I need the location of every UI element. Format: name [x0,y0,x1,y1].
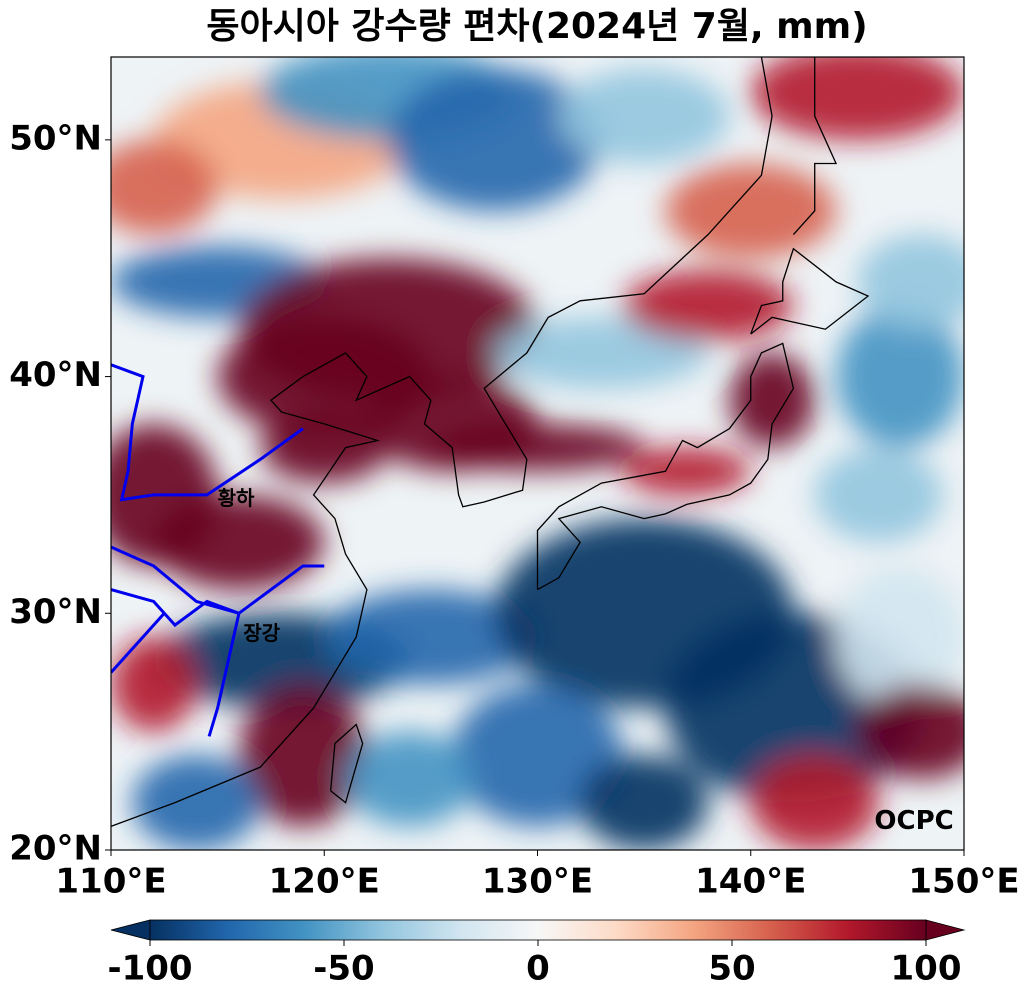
field-blob [665,163,837,259]
field-blob [132,755,261,850]
watermark: OCPC [874,806,953,836]
colorbar-tick-label: -100 [107,949,192,989]
x-tick-label: 130°E [482,862,593,902]
field-blob [814,447,943,543]
x-tick-label: 150°E [908,862,1019,902]
colorbar-tick-label: 0 [526,949,550,989]
field-blob [153,494,325,590]
field-blob [260,412,389,484]
field-blob [111,636,197,732]
x-tick-label: 140°E [695,862,806,902]
field-blob [324,589,538,685]
map-title: 동아시아 강수량 편차(2024년 7월, mm) [206,6,867,47]
field-blob [238,684,367,827]
field-blob [388,68,602,211]
field-blob [750,57,964,140]
field-blob [836,565,964,708]
coastline [536,342,795,591]
field-blob [345,731,474,827]
river-label: 황하 [218,486,255,510]
colorbar-extend-low [110,919,151,941]
x-tick-label: 110°E [55,862,166,902]
y-tick-label: 40°N [9,355,102,395]
y-tick-label: 20°N [9,829,102,869]
field-blob [729,352,815,448]
field-blob [494,317,709,389]
colorbar-tick-label: 100 [891,949,962,989]
river [111,612,166,674]
field-blob [836,305,964,448]
y-tick-label: 50°N [9,118,102,158]
coastline [111,57,773,827]
coastline [792,57,838,235]
river-label: 장강 [243,621,280,645]
river [207,612,241,737]
colorbar [149,919,927,941]
river [111,588,240,628]
colorbar-extend-high [925,919,966,941]
field-blob [857,684,964,779]
coastline [330,723,364,804]
x-tick-label: 120°E [269,862,380,902]
field-blob [622,270,794,342]
field-blob [622,447,751,495]
field-blob [111,139,218,235]
field-blob [750,755,879,850]
field-blob [857,234,964,330]
river [111,363,304,502]
field-blob [580,755,709,850]
field-blob [452,684,623,827]
field-blob [430,423,645,472]
anomaly-field [111,57,964,850]
coastline [750,247,870,335]
colorbar-tick-label: 50 [708,949,755,989]
field-blob [558,68,730,164]
colorbar-tick-label: -50 [313,949,374,989]
y-tick-label: 30°N [9,592,102,632]
